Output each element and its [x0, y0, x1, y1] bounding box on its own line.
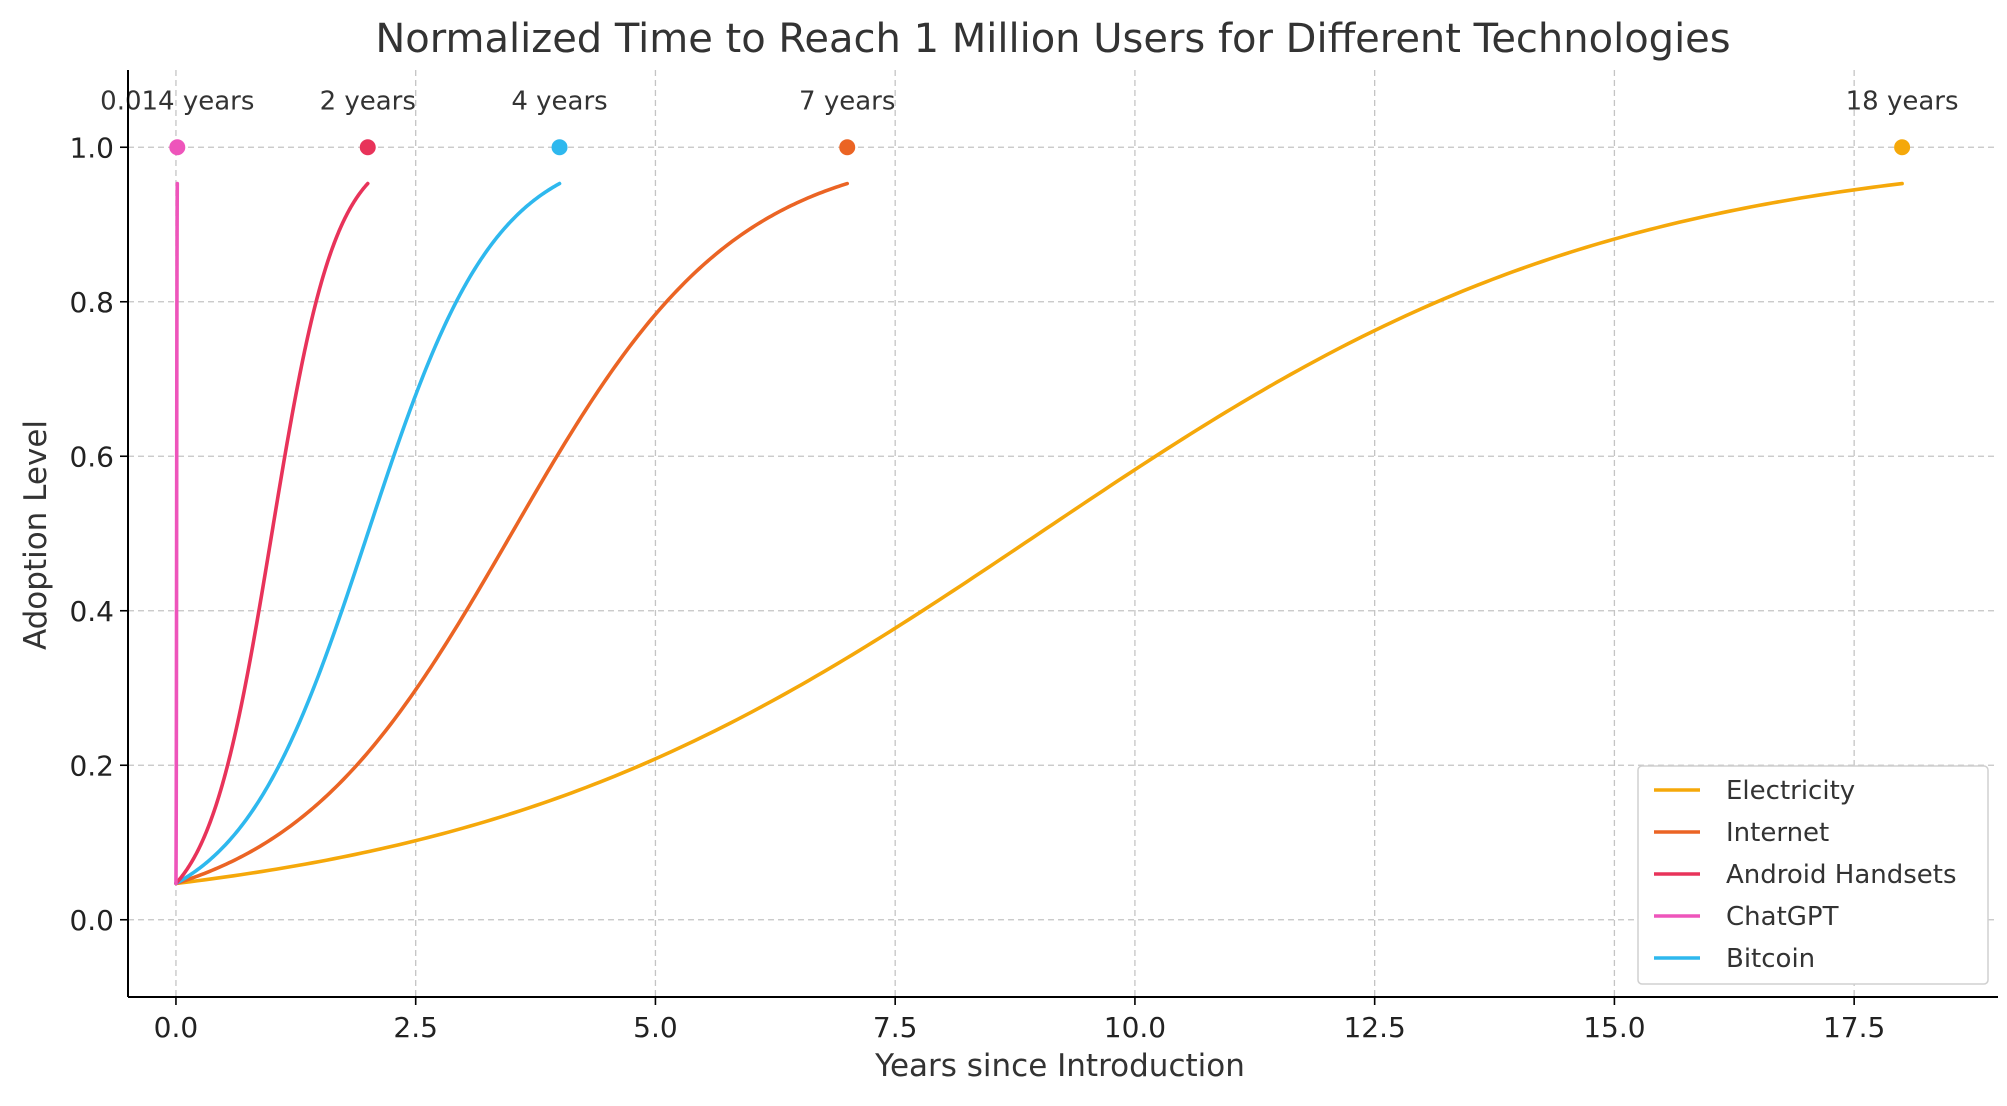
- y-axis-label: Adoption Level: [18, 420, 54, 650]
- series-line-internet: [174, 181, 850, 886]
- legend-label-internet: Internet: [1726, 818, 1829, 848]
- annotation-android-handsets: 2 years: [320, 86, 416, 116]
- y-tick-label: 0.0: [69, 904, 114, 937]
- series-lines: [174, 181, 1904, 886]
- y-tick-label: 0.6: [69, 440, 114, 473]
- annotation-internet: 7 years: [799, 86, 895, 116]
- chart-title: Normalized Time to Reach 1 Million Users…: [375, 16, 1730, 62]
- x-tick-label: 17.5: [1823, 1011, 1885, 1044]
- end-marker-chatgpt: [169, 139, 186, 156]
- x-tick-label: 0.0: [154, 1011, 199, 1044]
- x-tick-label: 12.5: [1343, 1011, 1405, 1044]
- annotation-electricity: 18 years: [1846, 86, 1959, 116]
- x-tick-label: 7.5: [873, 1011, 918, 1044]
- legend-label-android-handsets: Android Handsets: [1726, 860, 1957, 890]
- annotation-chatgpt: 0.014 years: [100, 86, 254, 116]
- series-line-electricity: [174, 181, 1904, 886]
- end-marker-electricity: [1894, 139, 1911, 156]
- y-tick-label: 0.4: [69, 595, 114, 628]
- end-marker-bitcoin: [551, 139, 568, 156]
- legend: Electricity Internet Android Handsets ChatG…: [1637, 765, 1989, 985]
- end-markers: [169, 139, 1911, 156]
- series-line-android-handsets: [174, 181, 370, 886]
- y-tick-label: 0.8: [69, 286, 114, 319]
- annotation-bitcoin: 4 years: [511, 86, 607, 116]
- annotations: 18 years 7 years 2 years 0.014 years 4 years: [100, 86, 1958, 116]
- grid: [128, 70, 1998, 997]
- y-tick-label: 1.0: [69, 131, 114, 164]
- legend-label-chatgpt: ChatGPT: [1726, 902, 1839, 932]
- x-tick-label: 15.0: [1583, 1011, 1645, 1044]
- end-marker-android-handsets: [359, 139, 376, 156]
- series-line-bitcoin: [174, 181, 562, 886]
- end-marker-internet: [839, 139, 856, 156]
- legend-label-electricity: Electricity: [1726, 776, 1855, 806]
- axes: 0.0 2.5 5.0 7.5 10.0 12.5 15.0 17.5 0.0 0.2 0.4 0.6…: [69, 70, 1998, 1044]
- legend-box: [1637, 765, 1989, 985]
- x-tick-label: 5.0: [633, 1011, 678, 1044]
- x-tick-label: 2.5: [393, 1011, 438, 1044]
- y-tick-label: 0.2: [69, 749, 114, 782]
- x-axis-label: Years since Introduction: [874, 1048, 1245, 1084]
- legend-label-bitcoin: Bitcoin: [1726, 944, 1815, 974]
- series-line-chatgpt: [174, 181, 180, 886]
- x-tick-label: 10.0: [1104, 1011, 1166, 1044]
